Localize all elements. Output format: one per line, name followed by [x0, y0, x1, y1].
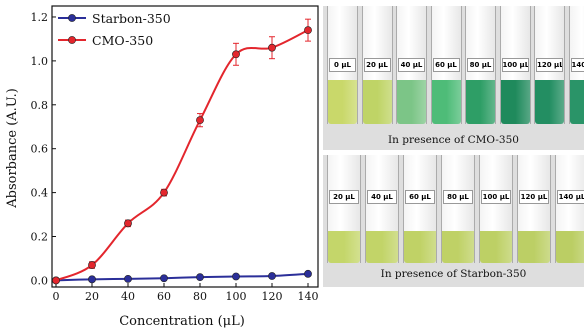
vial-liquid	[480, 231, 512, 263]
vial: 80 μL	[441, 155, 475, 263]
data-point	[304, 26, 312, 35]
series-cmo-350	[52, 18, 312, 285]
data-point	[304, 269, 312, 278]
legend-label-starbon-350: Starbon-350	[92, 11, 171, 26]
legend-label-cmo-350: CMO-350	[92, 33, 153, 48]
vial-label: 120 μL	[519, 190, 549, 204]
vial-label: 20 μL	[329, 190, 359, 204]
vial: 0 μL	[327, 6, 358, 124]
data-point	[160, 274, 168, 283]
vial-label: 20 μL	[363, 58, 391, 72]
vial: 20 μL	[327, 155, 361, 263]
data-point	[268, 43, 276, 52]
y-tick-label: 1.2	[31, 11, 49, 24]
data-point	[160, 188, 168, 197]
vial-liquid	[362, 80, 392, 124]
vial-label: 100 μL	[501, 58, 529, 72]
vial-liquid	[500, 80, 530, 124]
photo-cmo-350: 0 μL 20 μL 40 μL 60 μL 80 μL 100 μL 120 μL 140 …	[323, 6, 584, 150]
photo-starbon-350: 20 μL 40 μL 60 μL 80 μL 100 μL 120 μL 140 μL	[323, 155, 584, 287]
y-tick-label: 0.0	[31, 274, 49, 287]
series-line-cmo-350	[55, 29, 309, 282]
x-tick-label: 80	[193, 290, 207, 303]
vial: 80 μL	[465, 6, 496, 124]
vial: 140 μL	[568, 6, 584, 124]
vial: 120 μL	[517, 155, 551, 263]
data-point	[52, 276, 60, 285]
chart-axes	[51, 5, 319, 288]
legend-marker-starbon-350	[68, 14, 76, 22]
vial-label: 60 μL	[432, 58, 460, 72]
y-axis-label: Absorbance (A.U.)	[5, 88, 20, 209]
vial-label: 40 μL	[367, 190, 397, 204]
y-tick-label: 0.4	[31, 187, 49, 200]
y-tick-label: 1.0	[31, 55, 49, 68]
vial-label: 60 μL	[405, 190, 435, 204]
data-point	[232, 50, 240, 59]
data-point	[124, 219, 132, 228]
vial: 60 μL	[430, 6, 462, 124]
vial-liquid	[431, 80, 461, 124]
vial: 40 μL	[365, 155, 399, 263]
x-tick-label: 60	[157, 290, 171, 303]
vial-label: 140 μL	[570, 58, 584, 72]
vial: 40 μL	[396, 6, 427, 124]
vial-liquid	[569, 80, 584, 124]
series-starbon-350	[52, 269, 312, 285]
vial-label: 80 μL	[467, 58, 494, 72]
absorbance-chart: 0 20 40 60 80 100 120 1400.00.20.40.60.81.01.2 …	[5, 5, 319, 329]
vial-liquid	[404, 231, 436, 263]
photo-caption-starbon: In presence of Starbon-350	[380, 268, 527, 280]
vial-liquid	[328, 80, 357, 124]
vial: 100 μL	[479, 155, 513, 263]
x-tick-label: 0	[53, 290, 60, 303]
vial-liquid	[366, 231, 398, 263]
vial-label: 100 μL	[481, 190, 511, 204]
vial-label: 0 μL	[329, 58, 356, 72]
vial-liquid	[556, 231, 584, 263]
x-tick-label: 140	[298, 290, 319, 303]
x-tick-label: 40	[121, 290, 135, 303]
vial-liquid	[466, 80, 495, 124]
data-point	[88, 261, 96, 269]
vial-label: 120 μL	[536, 58, 563, 72]
photo-caption-cmo: In presence of CMO-350	[388, 134, 519, 146]
vial: 100 μL	[499, 6, 531, 124]
x-axis-label: Concentration (μL)	[119, 314, 245, 329]
plot-frame	[51, 5, 319, 288]
data-point	[196, 116, 204, 125]
vial-label: 140 μL	[557, 190, 584, 204]
data-point	[88, 275, 96, 284]
y-tick-label: 0.6	[31, 143, 49, 156]
vial-liquid	[442, 231, 474, 263]
vial-liquid	[328, 231, 360, 263]
x-tick-label: 100	[226, 290, 247, 303]
x-tick-label: 20	[85, 290, 99, 303]
vial-liquid	[518, 231, 550, 263]
vial: 20 μL	[361, 6, 393, 124]
vial-liquid	[397, 80, 426, 124]
chart-legend: Starbon-350 CMO-350	[58, 11, 171, 48]
data-point	[196, 273, 204, 282]
chart-ticks: 0 20 40 60 80 100 120 140 0.0 0.2 0.4 0.6 0.8 1.0 1.2	[31, 11, 319, 303]
vial: 60 μL	[403, 155, 437, 263]
legend-marker-cmo-350	[68, 36, 76, 44]
data-point	[232, 272, 240, 281]
vial: 140 μL	[555, 155, 584, 263]
vial: 120 μL	[534, 6, 565, 124]
vial-label: 80 μL	[443, 190, 473, 204]
y-tick-label: 0.2	[31, 231, 49, 244]
data-point	[124, 274, 132, 283]
x-tick-label: 120	[262, 290, 283, 303]
y-tick-label: 0.8	[31, 99, 49, 112]
data-point	[268, 272, 276, 280]
vial-liquid	[535, 80, 564, 124]
chart-series	[52, 18, 312, 285]
vial-label: 40 μL	[398, 58, 425, 72]
